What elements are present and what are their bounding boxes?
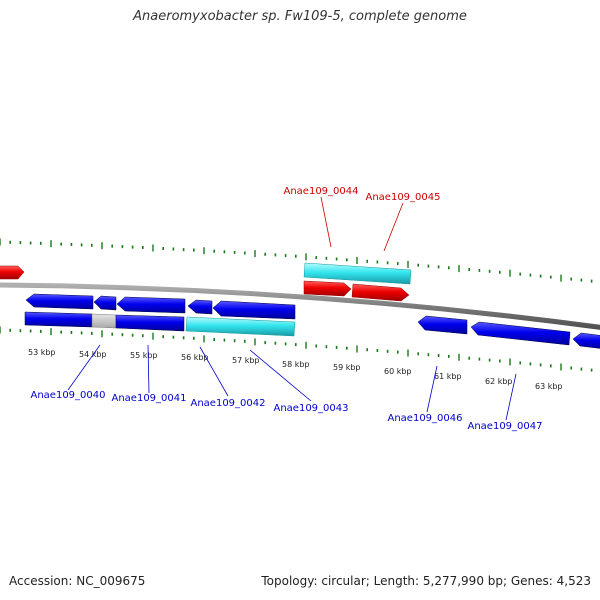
gene-anae109-0040-pseudo[interactable] — [92, 314, 116, 328]
gene-reverse-0042b[interactable] — [213, 301, 295, 319]
gene-reverse-0040[interactable] — [117, 297, 185, 313]
gene-label-anae109-0047[interactable]: Anae109_0047 — [468, 421, 543, 432]
scale-labels: 53 kbp 54 kbp 55 kbp 56 kbp 57 kbp 58 kb… — [28, 348, 563, 391]
gene-label-anae109-0044[interactable]: Anae109_0044 — [284, 186, 359, 197]
gene-anae109-0041[interactable] — [116, 315, 184, 331]
gene-reverse-0048[interactable] — [573, 333, 600, 349]
leader-anae109-0043 — [250, 350, 311, 401]
scale-label: 55 kbp — [130, 351, 158, 360]
gene-reverse-0039[interactable] — [26, 294, 93, 309]
gene-label-anae109-0040[interactable]: Anae109_0040 — [31, 390, 106, 401]
gene-label-anae109-0046[interactable]: Anae109_0046 — [388, 413, 463, 424]
gene-anae109-0044[interactable] — [304, 281, 351, 296]
scale-label: 58 kbp — [282, 360, 310, 369]
gene-anae109-0045[interactable] — [352, 284, 409, 301]
scale-label: 53 kbp — [28, 348, 56, 357]
gene-anae109-0040[interactable] — [25, 312, 92, 327]
gene-anae109-0046[interactable] — [418, 316, 467, 334]
gene-label-anae109-0042[interactable]: Anae109_0042 — [191, 398, 266, 409]
genome-map-view: Anaeromyxobacter sp. Fw109-5, complete g… — [0, 0, 600, 600]
gene-reverse-0041b[interactable] — [188, 300, 212, 314]
leader-anae109-0044 — [321, 197, 331, 247]
leader-anae109-0045 — [384, 203, 403, 251]
gene-anae109-0042[interactable] — [186, 317, 295, 336]
genome-map: 53 kbp 54 kbp 55 kbp 56 kbp 57 kbp 58 kb… — [0, 0, 600, 600]
gene-forward-partial[interactable] — [0, 266, 24, 279]
accession-text: Accession: NC_009675 — [9, 574, 145, 588]
gene-anae109-0047[interactable] — [471, 322, 570, 345]
gene-reverse-0039b[interactable] — [94, 296, 116, 310]
scale-label: 63 kbp — [535, 382, 563, 391]
gene-label-anae109-0045[interactable]: Anae109_0045 — [366, 192, 441, 203]
scale-label: 60 kbp — [384, 367, 412, 376]
leader-anae109-0046 — [427, 366, 437, 412]
leader-anae109-0042 — [200, 347, 228, 396]
scale-label: 57 kbp — [232, 356, 260, 365]
scale-label: 61 kbp — [434, 372, 462, 381]
scale-label: 62 kbp — [485, 377, 513, 386]
gene-label-anae109-0041[interactable]: Anae109_0041 — [112, 393, 187, 404]
genome-summary-text: Topology: circular; Length: 5,277,990 bp… — [261, 574, 591, 588]
gene-anae109-0044-rna[interactable] — [304, 263, 411, 284]
outer-tick-ring — [0, 239, 592, 283]
scale-label: 59 kbp — [333, 363, 361, 372]
reverse-strand-track — [25, 294, 600, 349]
gene-label-anae109-0043[interactable]: Anae109_0043 — [274, 403, 349, 414]
